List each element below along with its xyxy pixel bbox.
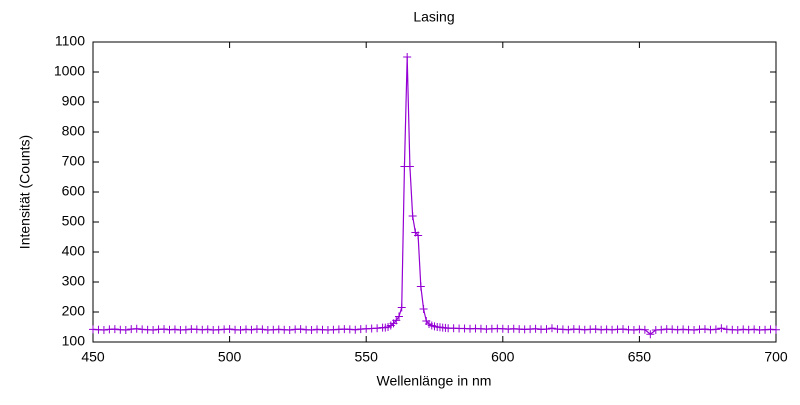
point-marker <box>99 326 108 334</box>
point-marker <box>640 325 649 334</box>
point-marker <box>408 212 417 220</box>
point-marker <box>110 325 119 334</box>
point-marker <box>307 326 316 334</box>
point-marker <box>403 53 412 61</box>
point-marker <box>397 303 406 312</box>
y-tick-label: 900 <box>62 93 86 109</box>
point-marker <box>285 326 294 334</box>
point-marker <box>733 326 742 334</box>
point-marker <box>531 324 540 333</box>
point-marker <box>258 325 267 334</box>
point-marker <box>296 325 305 334</box>
point-marker <box>542 325 551 334</box>
point-marker <box>717 324 726 333</box>
point-marker <box>181 325 190 334</box>
point-marker <box>416 282 425 291</box>
y-axis-label: Intensität (Counts) <box>17 135 33 249</box>
point-marker <box>160 325 169 334</box>
point-marker <box>203 325 212 334</box>
y-tick-label: 200 <box>62 303 86 319</box>
x-tick-label: 550 <box>355 349 379 365</box>
point-marker <box>690 326 699 334</box>
x-axis-label: Wellenlänge in nm <box>377 373 492 389</box>
x-tick-label: 650 <box>628 349 652 365</box>
y-tick-label: 500 <box>62 213 86 229</box>
point-marker <box>149 326 158 334</box>
y-tick-label: 1000 <box>54 63 85 79</box>
point-marker <box>750 325 759 334</box>
data-line <box>92 56 777 335</box>
point-marker <box>419 305 428 313</box>
point-marker <box>646 330 655 339</box>
point-marker <box>700 325 709 334</box>
point-marker <box>619 325 628 334</box>
point-marker <box>711 325 720 334</box>
chart-title: Lasing <box>413 9 454 25</box>
y-tick-label: 300 <box>62 273 86 289</box>
point-marker <box>629 326 638 334</box>
point-marker <box>547 324 556 333</box>
y-tick-label: 600 <box>62 183 86 199</box>
x-tick-label: 700 <box>764 349 788 365</box>
point-marker <box>405 162 414 171</box>
point-marker <box>170 325 179 334</box>
point-marker <box>225 325 234 334</box>
point-marker <box>121 326 130 334</box>
y-tick-label: 1100 <box>55 33 85 49</box>
point-marker <box>394 312 403 321</box>
y-tick-label: 700 <box>62 153 86 169</box>
point-marker <box>132 324 141 333</box>
point-marker <box>657 325 666 334</box>
point-marker <box>414 231 423 240</box>
y-tick-label: 400 <box>62 243 86 259</box>
x-tick-label: 600 <box>491 349 515 365</box>
x-tick-label: 500 <box>218 349 242 365</box>
y-tick-label: 100 <box>62 333 86 349</box>
point-marker <box>772 325 780 334</box>
plot-border <box>92 41 777 343</box>
y-tick-label: 800 <box>62 123 86 139</box>
point-marker <box>591 325 600 334</box>
point-marker <box>247 325 256 334</box>
point-marker <box>236 326 245 334</box>
point-marker <box>373 324 382 333</box>
x-tick-label: 450 <box>81 349 105 365</box>
point-marker <box>564 325 573 334</box>
point-marker <box>351 325 360 334</box>
